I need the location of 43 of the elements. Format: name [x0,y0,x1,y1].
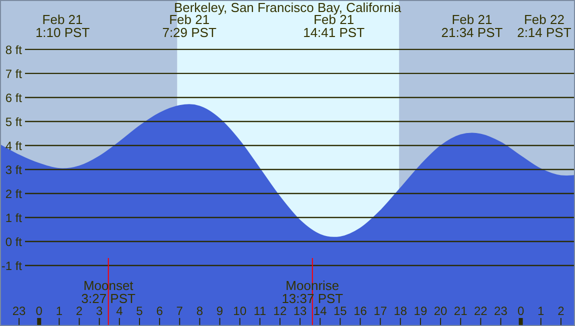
x-tick-label: 2 [76,304,83,318]
y-tick-label: 3 ft [5,162,23,177]
x-tick-label: 19 [414,304,428,318]
x-tick-label: 1 [538,304,545,318]
x-tick-label: 21 [454,304,468,318]
x-tick-label: 20 [434,304,448,318]
x-tick-label: 6 [156,304,164,318]
x-tick-label: 12 [273,304,287,318]
x-tick-label: 2 [558,304,565,318]
chart-title: Berkeley, San Francisco Bay, California [174,0,402,15]
y-tick-label: 4 ft [5,138,23,153]
x-tick-label: 3 [96,304,103,318]
x-tick-label: 8 [196,304,204,318]
x-tick-label: 14 [313,304,328,318]
annotation: Feb 22 2:14 PST [517,12,572,40]
x-tick-label: 7 [176,304,184,318]
y-tick-label: 5 ft [5,114,23,129]
x-tick-label: 9 [216,304,224,318]
x-tick-label: 1 [56,304,63,318]
x-tick-label: 22 [474,304,488,318]
x-tick-label: 18 [394,304,408,318]
x-tick-label: 16 [354,304,368,318]
x-tick-label: 10 [233,304,247,318]
y-tick-label: 0 ft [5,235,23,249]
y-tick-label: 7 ft [5,66,23,81]
annotation: Feb 21 7:29 PST [162,12,216,40]
x-tick-label: 13 [293,304,308,318]
x-tick-label: 17 [374,304,388,318]
x-tick-label: 11 [254,304,266,318]
y-tick-label: -1 ft [1,259,23,274]
x-tick-label: 0 [517,304,524,318]
x-tick-label: 0 [36,304,43,318]
x-tick-label: 5 [136,304,144,318]
x-tick-label: 15 [334,304,348,318]
y-tick-label: 1 ft [5,210,23,225]
y-tick-label: 6 ft [5,90,23,105]
annotation: Feb 21 21:34 PST [441,12,503,40]
x-tick-label: 23 [12,304,26,318]
y-tick-label: 2 ft [5,186,23,201]
y-tick-label: 8 ft [5,42,23,57]
x-tick-label: 4 [116,304,124,318]
annotation: Feb 21 1:10 PST [35,12,90,40]
x-tick-label: 23 [494,304,508,318]
